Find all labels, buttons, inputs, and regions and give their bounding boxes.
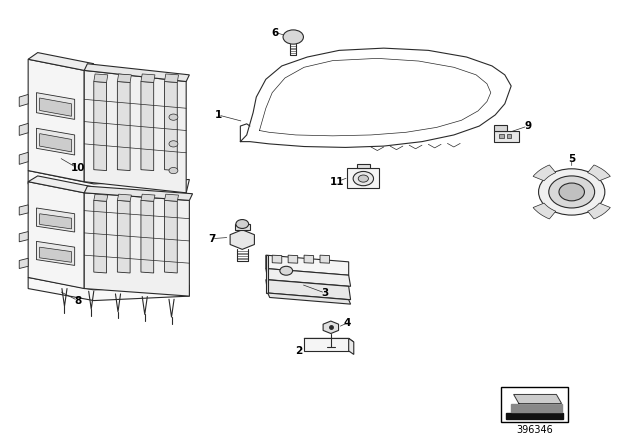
Circle shape — [236, 220, 248, 228]
Polygon shape — [94, 82, 106, 171]
Polygon shape — [266, 255, 349, 275]
Polygon shape — [94, 194, 108, 201]
Polygon shape — [117, 200, 130, 273]
Polygon shape — [304, 255, 314, 263]
Text: 7: 7 — [208, 234, 215, 244]
Polygon shape — [235, 224, 250, 230]
Polygon shape — [84, 64, 189, 82]
Polygon shape — [28, 52, 94, 70]
Polygon shape — [320, 255, 330, 263]
Circle shape — [169, 141, 178, 147]
Text: 11: 11 — [330, 177, 344, 187]
Circle shape — [169, 168, 178, 174]
Polygon shape — [230, 230, 254, 250]
Polygon shape — [304, 338, 354, 342]
Polygon shape — [19, 95, 28, 107]
Polygon shape — [268, 293, 351, 304]
Polygon shape — [19, 152, 28, 164]
Polygon shape — [164, 194, 179, 201]
Polygon shape — [304, 338, 349, 351]
Polygon shape — [28, 277, 189, 301]
Polygon shape — [28, 176, 94, 193]
Polygon shape — [36, 208, 75, 232]
Polygon shape — [117, 194, 131, 201]
Text: 2: 2 — [294, 346, 302, 356]
Polygon shape — [36, 241, 75, 265]
Circle shape — [358, 175, 369, 182]
Polygon shape — [141, 200, 154, 273]
Circle shape — [548, 176, 595, 208]
Polygon shape — [348, 168, 380, 188]
Polygon shape — [28, 171, 189, 197]
Text: 6: 6 — [272, 28, 279, 38]
Polygon shape — [36, 93, 75, 119]
Circle shape — [353, 172, 374, 186]
Circle shape — [539, 169, 605, 215]
Polygon shape — [19, 232, 28, 242]
Circle shape — [169, 114, 178, 120]
Polygon shape — [357, 164, 370, 168]
Polygon shape — [288, 255, 298, 263]
Polygon shape — [506, 413, 563, 418]
Polygon shape — [117, 82, 130, 171]
Text: 9: 9 — [524, 121, 531, 131]
Text: 3: 3 — [321, 288, 329, 298]
Polygon shape — [84, 70, 186, 193]
Polygon shape — [266, 268, 351, 286]
Polygon shape — [40, 247, 72, 262]
Polygon shape — [499, 134, 504, 138]
Wedge shape — [533, 165, 556, 181]
Circle shape — [559, 183, 584, 201]
Circle shape — [283, 30, 303, 44]
Polygon shape — [507, 134, 511, 138]
Polygon shape — [266, 255, 268, 293]
Text: 8: 8 — [74, 296, 81, 306]
Polygon shape — [19, 258, 28, 268]
Polygon shape — [494, 125, 507, 130]
Polygon shape — [511, 404, 561, 412]
Polygon shape — [28, 182, 84, 289]
Bar — [501, 388, 568, 422]
Polygon shape — [323, 321, 339, 333]
Polygon shape — [164, 74, 179, 82]
Polygon shape — [164, 200, 177, 273]
Polygon shape — [94, 200, 106, 273]
Text: 5: 5 — [568, 155, 575, 164]
Polygon shape — [36, 128, 75, 155]
Circle shape — [280, 266, 292, 275]
Polygon shape — [514, 395, 561, 404]
Polygon shape — [28, 59, 84, 182]
Text: 10: 10 — [70, 164, 85, 173]
Wedge shape — [588, 165, 611, 181]
Polygon shape — [19, 205, 28, 215]
Polygon shape — [84, 193, 189, 296]
Polygon shape — [494, 130, 520, 142]
Polygon shape — [40, 98, 72, 116]
Polygon shape — [349, 338, 354, 354]
Polygon shape — [117, 74, 131, 82]
Polygon shape — [266, 280, 351, 300]
Polygon shape — [40, 134, 72, 152]
Text: 1: 1 — [214, 110, 221, 120]
Polygon shape — [141, 194, 155, 201]
Polygon shape — [164, 82, 177, 171]
Polygon shape — [84, 186, 193, 200]
Polygon shape — [272, 255, 282, 263]
Polygon shape — [141, 82, 154, 171]
Text: 396346: 396346 — [516, 425, 553, 435]
Polygon shape — [141, 74, 155, 82]
Wedge shape — [588, 203, 611, 219]
Wedge shape — [533, 203, 556, 219]
Polygon shape — [40, 214, 72, 229]
Text: 4: 4 — [344, 318, 351, 328]
Polygon shape — [94, 74, 108, 82]
Polygon shape — [19, 123, 28, 135]
